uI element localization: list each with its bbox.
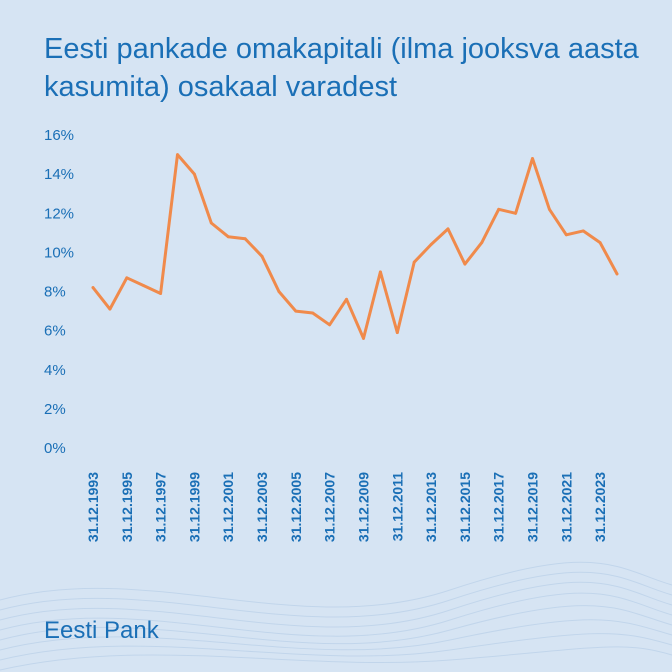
data-point	[480, 241, 484, 245]
data-point	[598, 241, 602, 245]
x-tick-label: 31.12.2015	[457, 472, 473, 542]
x-tick-label: 31.12.2005	[288, 472, 304, 542]
x-tick-label: 31.12.2023	[592, 472, 608, 542]
x-tick-label: 31.12.1995	[119, 472, 135, 542]
y-tick-label: 14%	[44, 166, 74, 183]
x-tick-label: 31.12.2009	[355, 472, 371, 542]
x-axis: 31.12.1993 31.12.1995 31.12.1997 31.12.1999…	[85, 472, 608, 542]
data-point	[159, 292, 163, 295]
x-tick-label: 31.12.2011	[389, 472, 405, 542]
data-point	[328, 323, 331, 327]
data-point	[564, 233, 568, 237]
data-point	[142, 284, 146, 287]
x-tick-label: 31.12.1993	[85, 472, 101, 542]
data-point	[345, 297, 348, 301]
x-tick-label: 31.12.1997	[153, 472, 169, 542]
data-point	[243, 237, 247, 241]
data-point	[581, 229, 585, 233]
y-axis: 0% 2% 4% 6% 8% 10% 12% 14% 16%	[44, 127, 74, 457]
x-tick-label: 31.12.2019	[524, 472, 540, 542]
y-tick-label: 6%	[44, 323, 66, 340]
data-point	[548, 207, 551, 211]
x-tick-label: 31.12.2021	[558, 472, 574, 542]
data-point	[362, 337, 365, 340]
data-point	[463, 262, 467, 266]
background-waves	[0, 561, 672, 671]
x-tick-label: 31.12.1999	[186, 472, 202, 542]
data-point	[193, 172, 196, 176]
x-tick-label: 31.12.2013	[423, 472, 439, 542]
y-tick-label: 0%	[44, 440, 66, 457]
data-point	[395, 331, 399, 334]
series-line	[91, 153, 619, 340]
data-point	[125, 276, 129, 280]
data-point	[379, 270, 382, 274]
data-point	[91, 286, 95, 289]
y-tick-label: 10%	[44, 244, 74, 261]
data-point	[429, 243, 433, 246]
data-point	[277, 290, 281, 293]
x-tick-label: 31.12.2007	[322, 472, 338, 542]
data-point	[446, 227, 450, 231]
data-point	[176, 153, 179, 157]
x-tick-label: 31.12.2003	[254, 472, 270, 542]
data-point	[412, 260, 416, 264]
plot-area	[91, 153, 619, 340]
data-point	[260, 254, 264, 258]
chart-title: Eesti pankade omakapitali (ilma jooksva …	[44, 33, 639, 103]
data-point	[615, 272, 619, 276]
y-tick-label: 4%	[44, 362, 66, 379]
y-tick-label: 16%	[44, 127, 74, 144]
brand-logo-text: Eesti Pank	[44, 617, 159, 644]
data-point	[514, 211, 517, 215]
data-point	[497, 207, 501, 211]
data-point	[311, 311, 315, 315]
data-point	[108, 307, 112, 311]
y-tick-label: 12%	[44, 205, 74, 222]
data-point	[294, 309, 298, 313]
y-tick-label: 2%	[44, 401, 66, 418]
y-tick-label: 8%	[44, 284, 66, 301]
data-point	[531, 157, 534, 160]
data-point	[226, 235, 230, 239]
data-point	[209, 221, 213, 225]
x-tick-label: 31.12.2017	[491, 472, 507, 542]
x-tick-label: 31.12.2001	[220, 472, 236, 542]
